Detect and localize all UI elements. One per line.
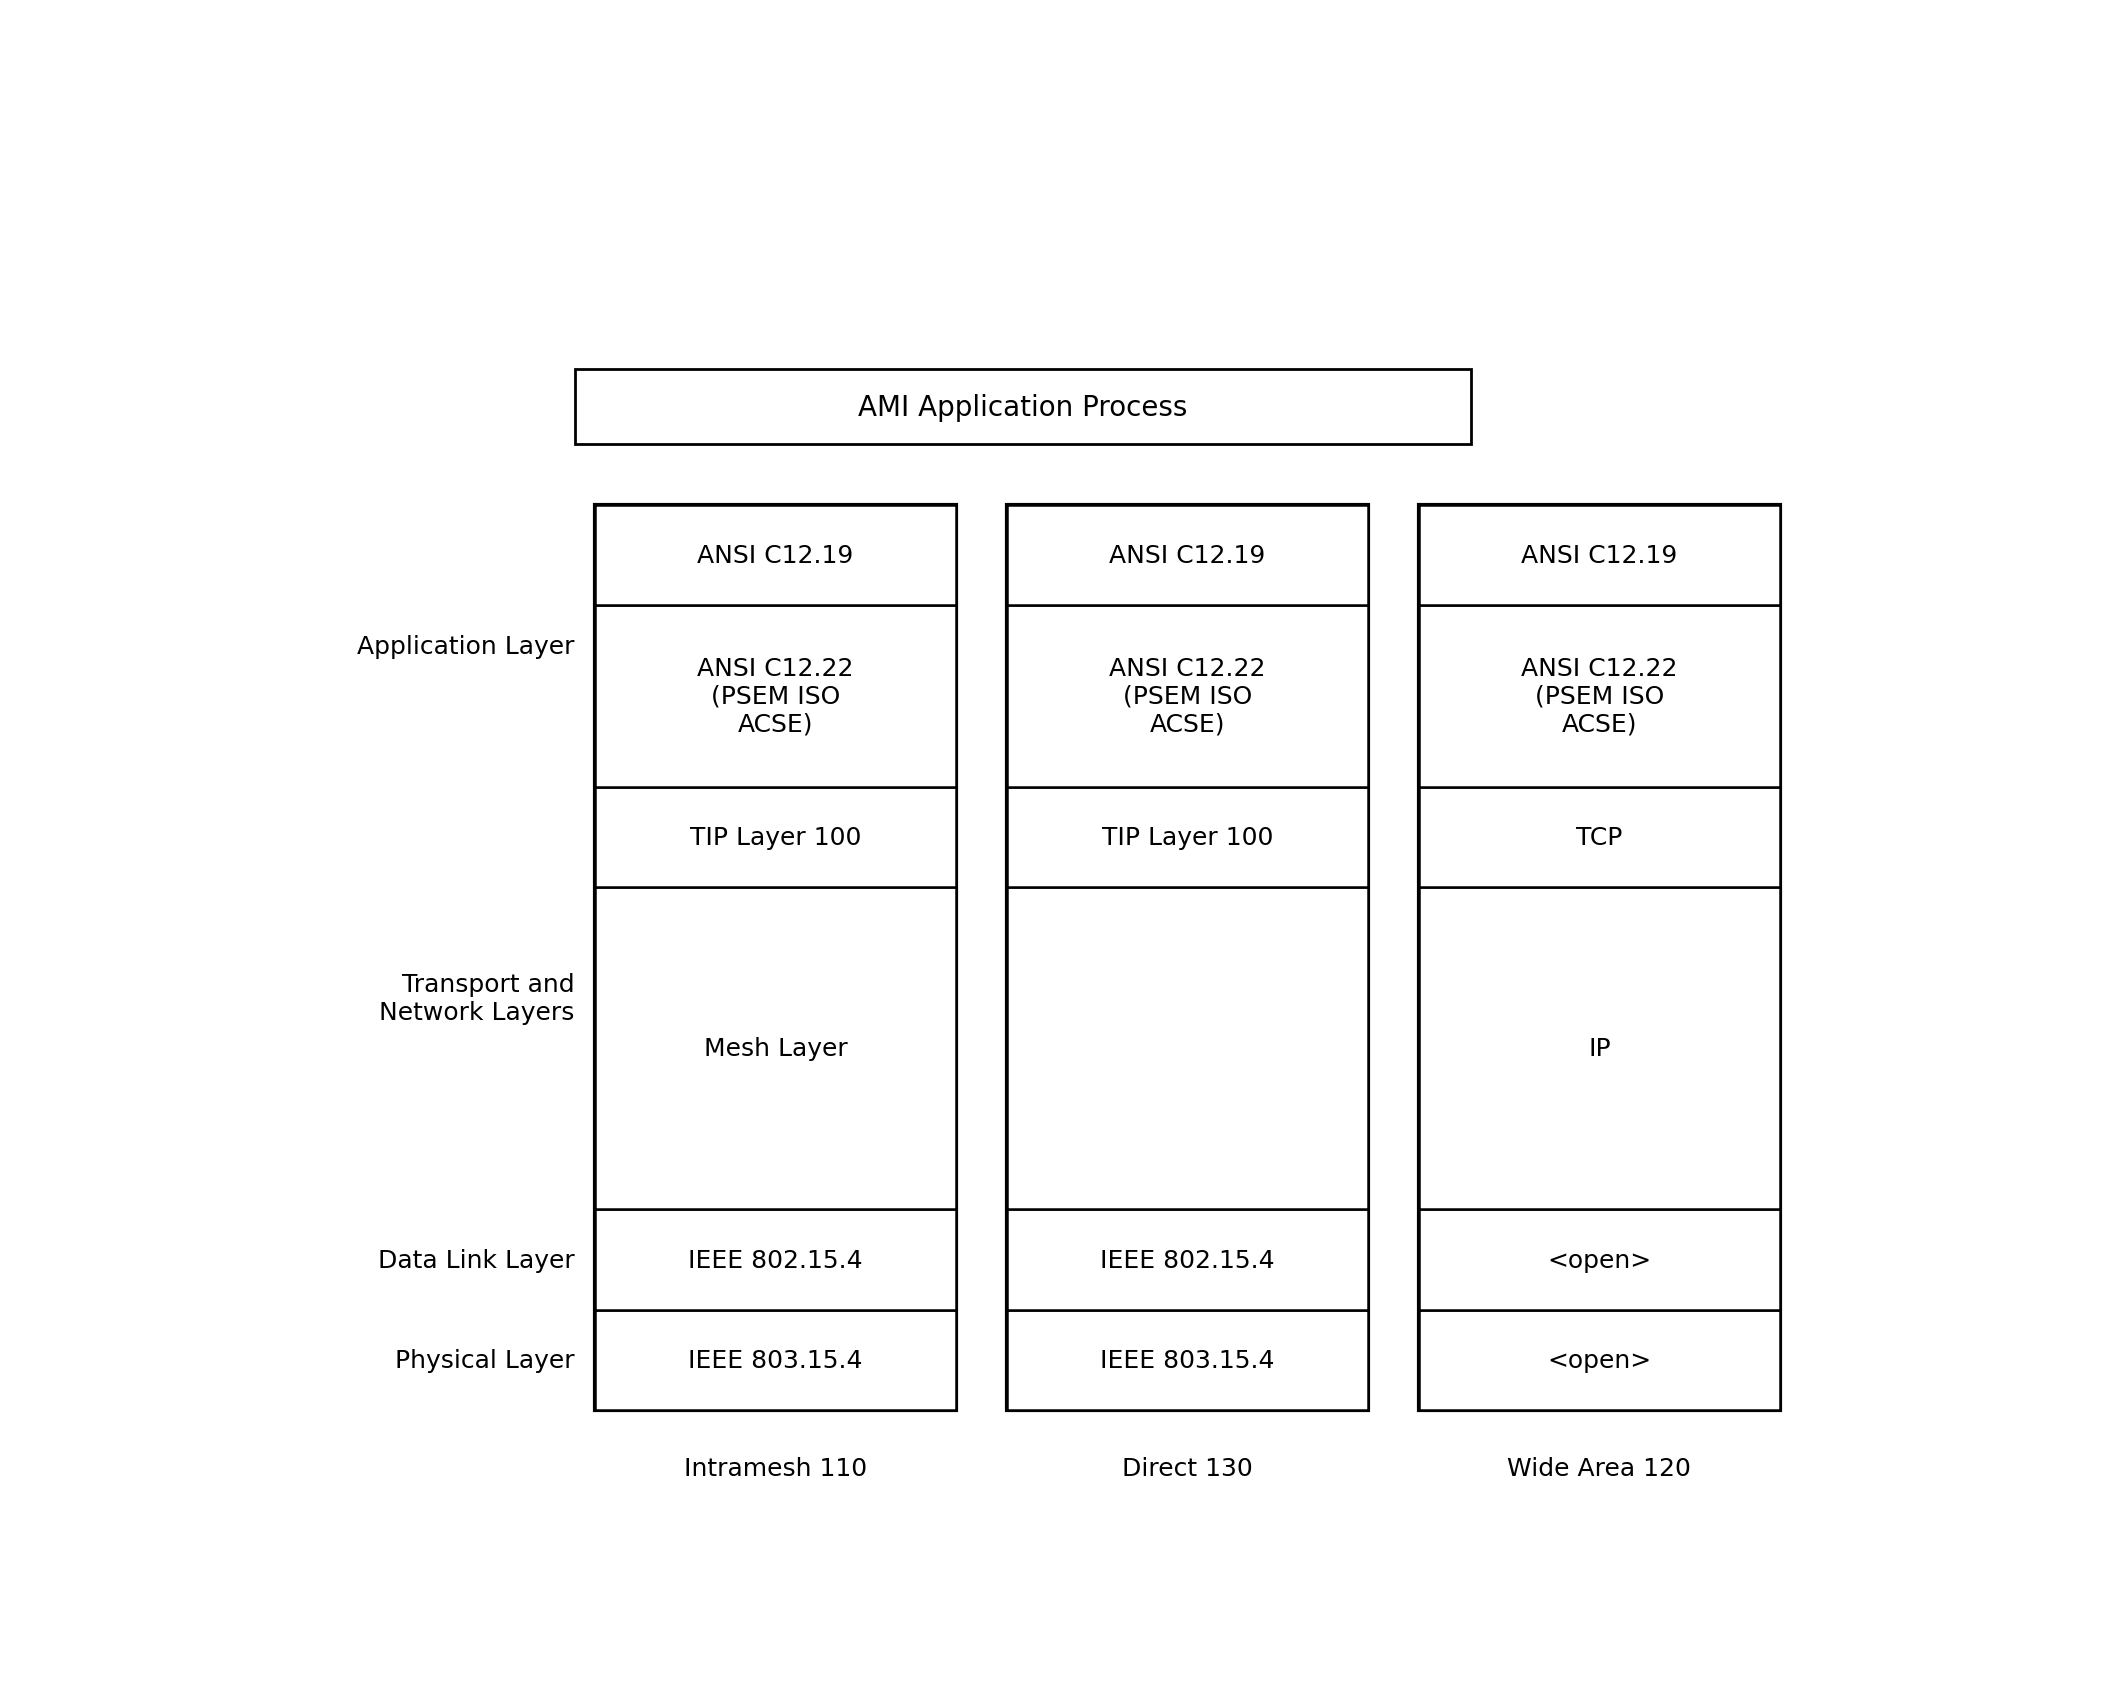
Bar <box>595 506 957 606</box>
Text: <open>: <open> <box>1548 1348 1652 1372</box>
Bar <box>595 888 957 1209</box>
Bar <box>1420 506 1779 606</box>
Text: Intramesh 110: Intramesh 110 <box>685 1455 867 1481</box>
Bar <box>1008 506 1367 606</box>
Bar <box>1008 1209 1367 1311</box>
Text: Application Layer: Application Layer <box>357 635 574 659</box>
Bar <box>1008 888 1367 1209</box>
Text: TIP Layer 100: TIP Layer 100 <box>1101 825 1273 849</box>
Text: IEEE 802.15.4: IEEE 802.15.4 <box>689 1248 863 1272</box>
Text: ANSI C12.19: ANSI C12.19 <box>1522 543 1677 567</box>
Bar <box>574 370 1471 445</box>
Bar <box>595 1209 957 1311</box>
Text: Physical Layer: Physical Layer <box>395 1348 574 1372</box>
Text: Mesh Layer: Mesh Layer <box>704 1036 848 1061</box>
Text: Transport and
Network Layers: Transport and Network Layers <box>378 973 574 1024</box>
Text: TCP: TCP <box>1575 825 1622 849</box>
Text: TIP Layer 100: TIP Layer 100 <box>689 825 861 849</box>
Text: Data Link Layer: Data Link Layer <box>378 1248 574 1272</box>
Bar <box>1420 1311 1779 1411</box>
Bar <box>1420 606 1779 788</box>
Bar <box>1420 1209 1779 1311</box>
Text: IEEE 802.15.4: IEEE 802.15.4 <box>1099 1248 1276 1272</box>
Bar <box>1008 1311 1367 1411</box>
Text: ANSI C12.19: ANSI C12.19 <box>697 543 855 567</box>
Text: Wide Area 120: Wide Area 120 <box>1507 1455 1692 1481</box>
Text: ANSI C12.19: ANSI C12.19 <box>1110 543 1265 567</box>
Text: IP: IP <box>1588 1036 1612 1061</box>
Bar <box>595 788 957 888</box>
Text: <open>: <open> <box>1548 1248 1652 1272</box>
Bar <box>595 1311 957 1411</box>
Bar <box>1420 888 1779 1209</box>
Text: AMI Application Process: AMI Application Process <box>859 394 1186 421</box>
Text: Direct 130: Direct 130 <box>1123 1455 1252 1481</box>
Bar <box>1420 506 1779 1411</box>
Text: ANSI C12.22
(PSEM ISO
ACSE): ANSI C12.22 (PSEM ISO ACSE) <box>1520 657 1677 737</box>
Text: ANSI C12.22
(PSEM ISO
ACSE): ANSI C12.22 (PSEM ISO ACSE) <box>697 657 855 737</box>
Bar <box>1420 788 1779 888</box>
Bar <box>1008 788 1367 888</box>
Bar <box>1008 506 1367 1411</box>
Bar <box>595 606 957 788</box>
Bar <box>1008 606 1367 788</box>
Text: IEEE 803.15.4: IEEE 803.15.4 <box>689 1348 863 1372</box>
Text: IEEE 803.15.4: IEEE 803.15.4 <box>1099 1348 1276 1372</box>
Bar <box>595 506 957 1411</box>
Text: ANSI C12.22
(PSEM ISO
ACSE): ANSI C12.22 (PSEM ISO ACSE) <box>1110 657 1265 737</box>
